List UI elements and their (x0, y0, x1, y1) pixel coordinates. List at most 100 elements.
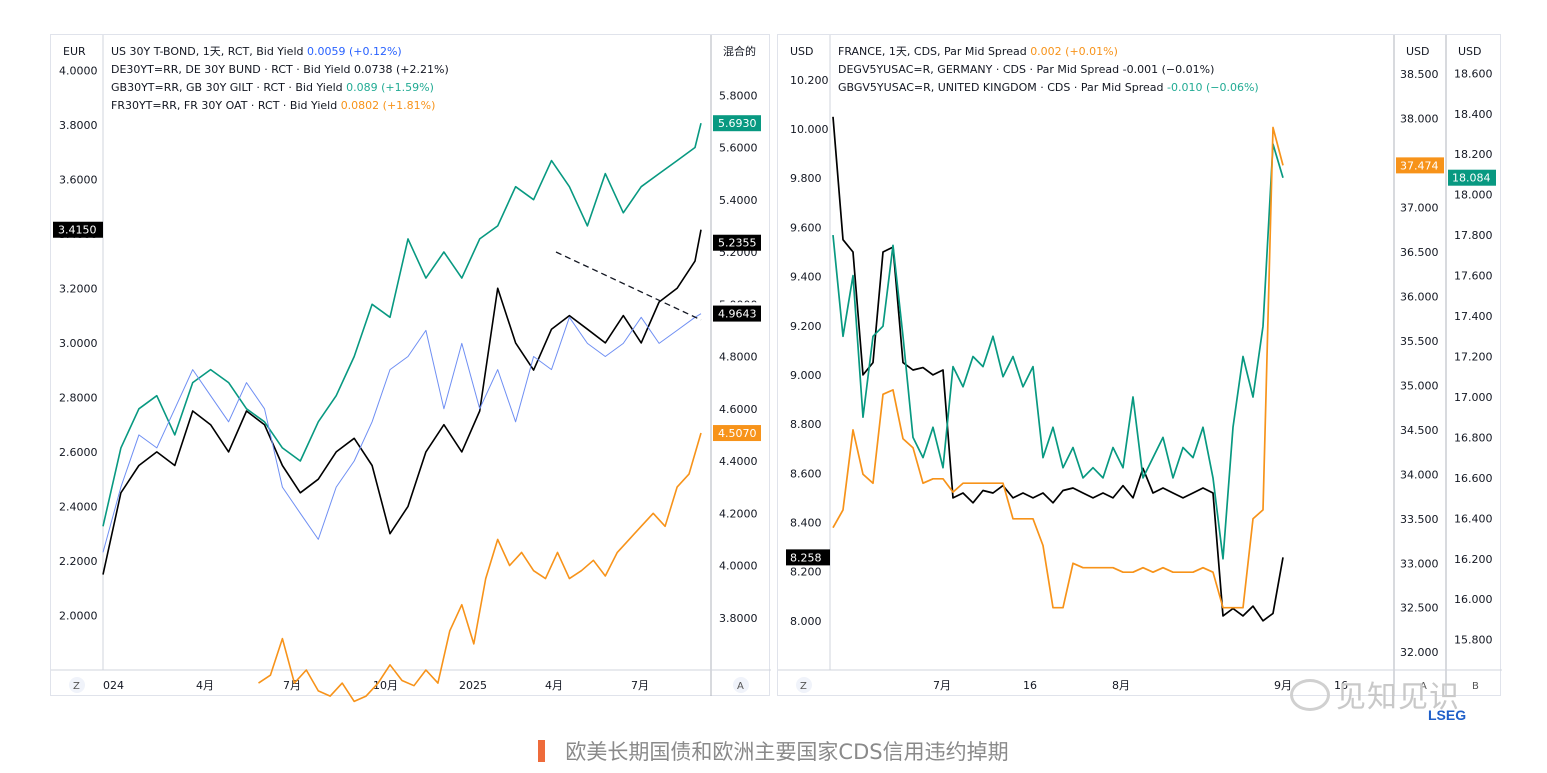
legend-series-value: 0.002 (+0.01%) (1030, 45, 1118, 58)
right-axis-1-tick-label: 32.500 (1400, 602, 1439, 615)
right-tick-label: 4.2000 (719, 507, 758, 520)
right-tick-label: 4.8000 (719, 351, 758, 364)
corner-right-label: A (737, 681, 744, 692)
left-tick-label: 3.8000 (59, 119, 98, 132)
right-axis-2-tick-label: 15.800 (1454, 634, 1493, 647)
caption-text: 欧美长期国债和欧洲主要国家CDS信用违约掉期 (565, 740, 1009, 764)
left-tick-label: 8.000 (790, 615, 822, 628)
left-tick-label: 9.400 (790, 271, 822, 284)
right-axis-1-tick-label: 36.500 (1400, 246, 1439, 259)
right-axis-2-unit: USD (1458, 45, 1482, 58)
right-axis-2-tick-label: 17.200 (1454, 351, 1493, 364)
left-tick-label: 4.0000 (59, 64, 98, 77)
series-line-fr-30y-oat (258, 432, 702, 703)
legend-label-2: GB30YT=RR, GB 30Y GILT · RCT · Bid Yield… (111, 81, 434, 94)
value-badge-bg (786, 549, 830, 566)
value-badge-text: 5.6930 (718, 117, 757, 130)
left-tick-label: 10.200 (790, 74, 829, 87)
weibo-logo-icon (1290, 679, 1330, 711)
right-axis-1-tick-label: 38.500 (1400, 68, 1439, 81)
x-tick-label: 4月 (196, 679, 214, 692)
corner-left-label: Z (73, 681, 80, 692)
value-badge-text: 4.9643 (718, 308, 757, 321)
lseg-logo: LSEG (1428, 707, 1466, 723)
right-axis-2-tick-label: 17.800 (1454, 229, 1493, 242)
right-axis-1-tick-label: 38.000 (1400, 113, 1439, 126)
left-tick-label: 8.800 (790, 418, 822, 431)
trend-dashed-line (555, 251, 702, 321)
legend-series-value: -0.010 (−0.06%) (1167, 81, 1259, 94)
legend-series-name: GBGV5YUSAC=R, UNITED KINGDOM · CDS · Par… (838, 81, 1167, 94)
right-axis-2-tick-label: 18.600 (1454, 67, 1493, 80)
left-tick-label: 8.400 (790, 516, 822, 529)
x-tick-label: 16 (1023, 679, 1037, 692)
legend-series-value: 0.0802 (+1.81%) (341, 99, 436, 112)
x-tick-label: 16 (1334, 679, 1348, 692)
x-tick-label: 7月 (631, 679, 649, 692)
right-axis-1-tick-label: 35.000 (1400, 379, 1439, 392)
series-line-us-30y-t-bond (102, 313, 702, 553)
x-tick-label: 4月 (545, 679, 563, 692)
cds-chart: USD USD USD 8.000 8.200 8.400 8.600 8.800 9.000 9… (778, 35, 1502, 696)
right-axis-1-tick-label: 37.000 (1400, 202, 1439, 215)
left-tick-label: 3.6000 (59, 173, 98, 186)
left-tick-label: 10.000 (790, 123, 829, 136)
series-line-united-kingdom (832, 143, 1284, 560)
right-axis-2-tick-label: 18.200 (1454, 148, 1493, 161)
right-axis-2-tick-label: 16.400 (1454, 512, 1493, 525)
right-tick-label: 3.8000 (719, 612, 758, 625)
legend-series-name: GB30YT=RR, GB 30Y GILT · RCT · Bid Yield (111, 81, 346, 94)
left-axis-unit: EUR (63, 45, 86, 58)
left-tick-label: 3.2000 (59, 282, 98, 295)
left-tick-label: 9.200 (790, 320, 822, 333)
left-tick-label: 9.600 (790, 221, 822, 234)
value-badge-text: 37.474 (1400, 159, 1439, 172)
right-axis-2-tick-label: 17.600 (1454, 270, 1493, 283)
legend-label-3: FR30YT=RR, FR 30Y OAT · RCT · Bid Yield … (111, 99, 435, 112)
legend-label-0: FRANCE, 1天, CDS, Par Mid Spread 0.002 (+… (838, 45, 1118, 58)
right-axis-1-tick-label: 34.500 (1400, 424, 1439, 437)
series-line-france (832, 126, 1284, 609)
left-tick-label: 9.000 (790, 369, 822, 382)
series-line-germany (832, 116, 1284, 622)
value-badge-bg (713, 425, 761, 442)
value-badge-bg (53, 221, 103, 238)
legend-series-name: DEGV5YUSAC=R, GERMANY · CDS · Par Mid Sp… (838, 63, 1123, 76)
legend-series-value: -0.001 (−0.01%) (1123, 63, 1215, 76)
value-badge-bg (713, 115, 761, 132)
legend-series-name: DE30YT=RR, DE 30Y BUND · RCT · Bid Yield (111, 63, 354, 76)
value-badge-bg (1448, 169, 1496, 186)
figure-caption: 欧美长期国债和欧洲主要国家CDS信用违约掉期 (0, 736, 1547, 766)
right-axis-2-tick-label: 17.000 (1454, 391, 1493, 404)
x-tick-label: 8月 (1112, 679, 1130, 692)
bond-yield-chart: EUR 混合的 2.0000 2.2000 2.4000 2.6000 2.8000 3.00… (51, 35, 771, 703)
watermark: 见知见识 (1290, 672, 1460, 716)
right-axis-2-tick-label: 16.600 (1454, 472, 1493, 485)
left-tick-label: 3.0000 (59, 337, 98, 350)
watermark-text: 见知见识 (1336, 680, 1460, 715)
value-badge-text: 18.084 (1452, 172, 1491, 185)
legend-series-value: 0.0738 (+2.21%) (354, 63, 449, 76)
right-axis-1-tick-label: 33.000 (1400, 557, 1439, 570)
x-tick-label: 7月 (933, 679, 951, 692)
x-tick-label: 7月 (283, 679, 301, 692)
right-tick-label: 4.6000 (719, 403, 758, 416)
x-tick-label: 024 (103, 679, 124, 692)
legend-label-0: US 30Y T-BOND, 1天, RCT, Bid Yield 0.0059… (111, 45, 402, 58)
right-axis-unit: 混合的 (723, 44, 756, 58)
right-tick-label: 5.6000 (719, 142, 758, 155)
left-tick-label: 2.0000 (59, 609, 98, 622)
right-axis-1-tick-label: 34.000 (1400, 468, 1439, 481)
caption-accent-bar (538, 740, 546, 762)
value-badge-text: 3.4150 (58, 224, 97, 237)
right-tick-label: 5.8000 (719, 89, 758, 102)
value-badge-bg (713, 234, 761, 251)
right-tick-label: 4.0000 (719, 560, 758, 573)
value-badge-bg (1396, 157, 1444, 174)
right-axis-1-tick-label: 33.500 (1400, 513, 1439, 526)
legend-label-2: GBGV5YUSAC=R, UNITED KINGDOM · CDS · Par… (838, 81, 1259, 94)
value-badge-text: 4.5070 (718, 427, 757, 440)
legend-series-name: FRANCE, 1天, CDS, Par Mid Spread (838, 45, 1030, 58)
right-tick-label: 5.4000 (719, 194, 758, 207)
left-tick-label: 8.200 (790, 566, 822, 579)
